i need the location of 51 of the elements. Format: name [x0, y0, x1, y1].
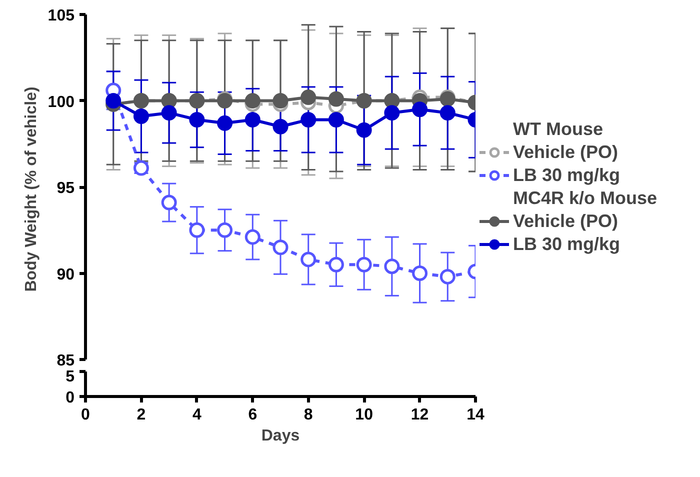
point — [440, 105, 456, 121]
point — [384, 105, 400, 121]
y-tick-label: 100 — [48, 94, 75, 111]
x-tick-label: 0 — [81, 406, 90, 424]
point — [106, 93, 122, 108]
point — [328, 112, 344, 128]
legend-label: LB 30 mg/kg — [513, 234, 620, 254]
point — [217, 222, 233, 238]
y-axis-title: Body Weight (% of vehicle) — [22, 86, 40, 292]
point — [189, 222, 205, 238]
point — [356, 122, 372, 138]
point — [440, 268, 456, 284]
point — [356, 256, 372, 272]
point — [300, 90, 316, 106]
point — [161, 194, 177, 210]
x-tick-label: 8 — [304, 406, 313, 424]
x-tick-label: 10 — [355, 406, 374, 424]
point — [300, 112, 316, 128]
point — [384, 258, 400, 274]
point — [244, 93, 260, 108]
text: MC4R k/o Mouse — [513, 188, 658, 208]
y-tick-label: 90 — [56, 266, 75, 284]
point — [272, 118, 288, 134]
legend-label: Vehicle (PO) — [513, 210, 618, 232]
x-tick-label: 2 — [136, 406, 146, 424]
y-tick-label: 95 — [56, 180, 75, 197]
point — [244, 112, 260, 128]
x-tick-label: 12 — [410, 406, 429, 424]
point — [272, 93, 288, 108]
x-tick-label: 4 — [192, 406, 202, 424]
point — [272, 240, 288, 256]
y-tick-label: 85 — [56, 352, 75, 370]
point — [161, 105, 177, 121]
point — [412, 102, 428, 118]
text: WT Mouse — [513, 118, 603, 140]
x-tick-label: 6 — [248, 406, 258, 424]
legend-label: LB 30 mg/kg — [513, 164, 620, 186]
legend-label: Vehicle (PO) — [513, 142, 618, 162]
point — [217, 115, 233, 131]
point — [300, 252, 316, 268]
point — [328, 256, 344, 272]
point — [328, 91, 344, 107]
y-tick-label: 5 — [66, 368, 75, 386]
point — [133, 108, 149, 124]
x-axis-title: Days — [261, 428, 300, 444]
y-tick-label: 105 — [48, 8, 75, 24]
x-tick-label: 14 — [466, 406, 484, 424]
y-tick-label: 0 — [66, 390, 75, 406]
point — [412, 266, 428, 281]
point — [189, 112, 205, 128]
point — [244, 229, 260, 245]
